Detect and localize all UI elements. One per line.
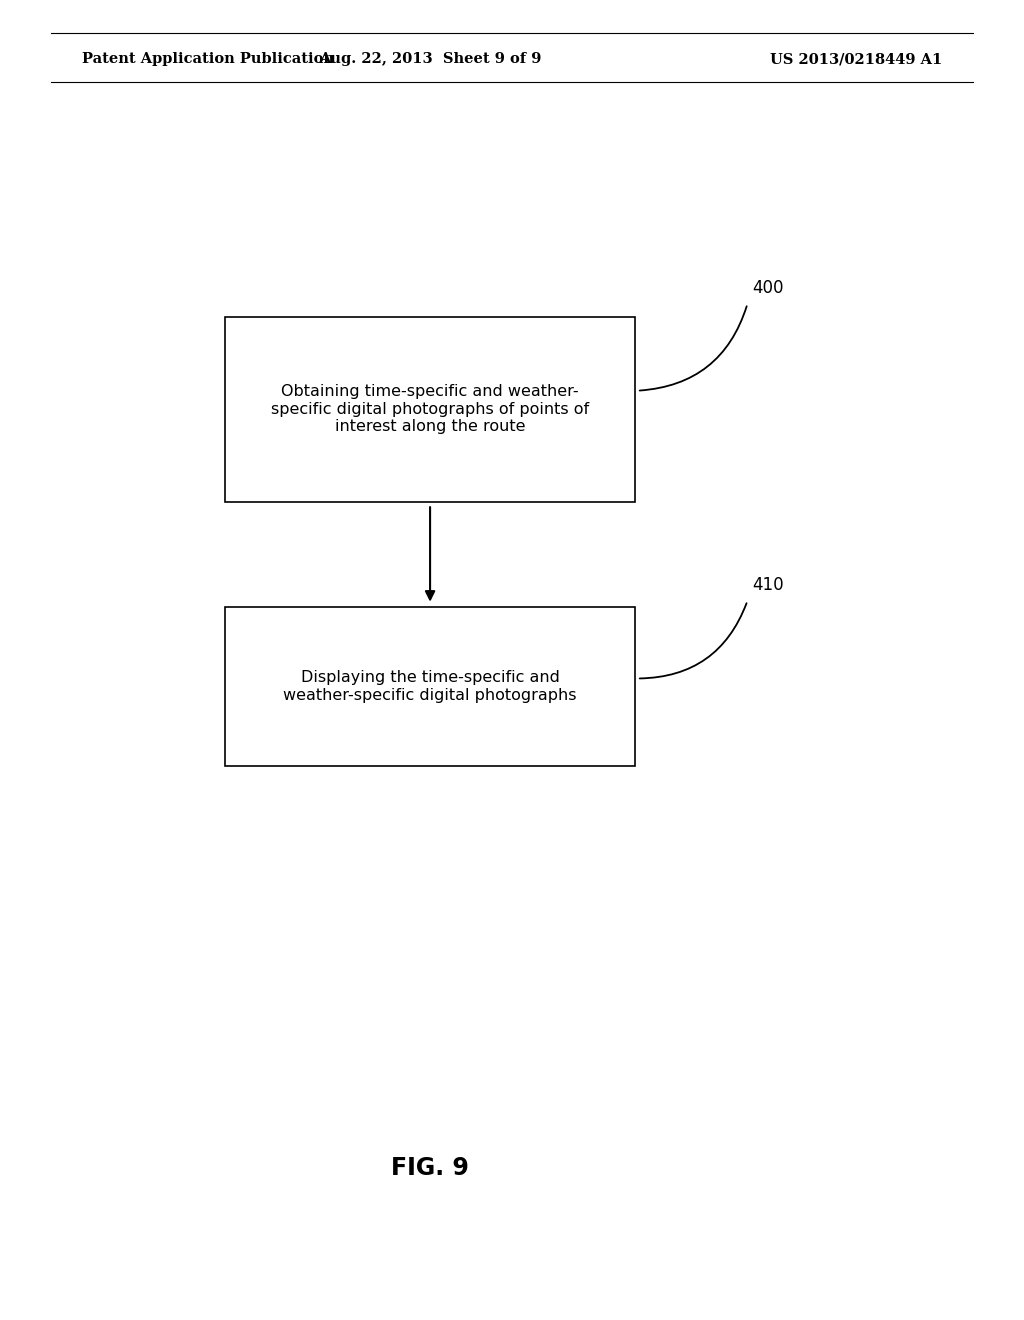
Text: FIG. 9: FIG. 9 <box>391 1156 469 1180</box>
Text: 410: 410 <box>753 576 784 594</box>
Text: 400: 400 <box>753 279 784 297</box>
FancyArrowPatch shape <box>640 306 746 391</box>
Text: Obtaining time-specific and weather-
specific digital photographs of points of
i: Obtaining time-specific and weather- spe… <box>271 384 589 434</box>
Text: Patent Application Publication: Patent Application Publication <box>82 53 334 66</box>
FancyBboxPatch shape <box>225 317 635 502</box>
FancyArrowPatch shape <box>640 603 746 678</box>
Text: Displaying the time-specific and
weather-specific digital photographs: Displaying the time-specific and weather… <box>284 671 577 702</box>
Text: US 2013/0218449 A1: US 2013/0218449 A1 <box>770 53 942 66</box>
Text: Aug. 22, 2013  Sheet 9 of 9: Aug. 22, 2013 Sheet 9 of 9 <box>318 53 542 66</box>
FancyBboxPatch shape <box>225 607 635 766</box>
